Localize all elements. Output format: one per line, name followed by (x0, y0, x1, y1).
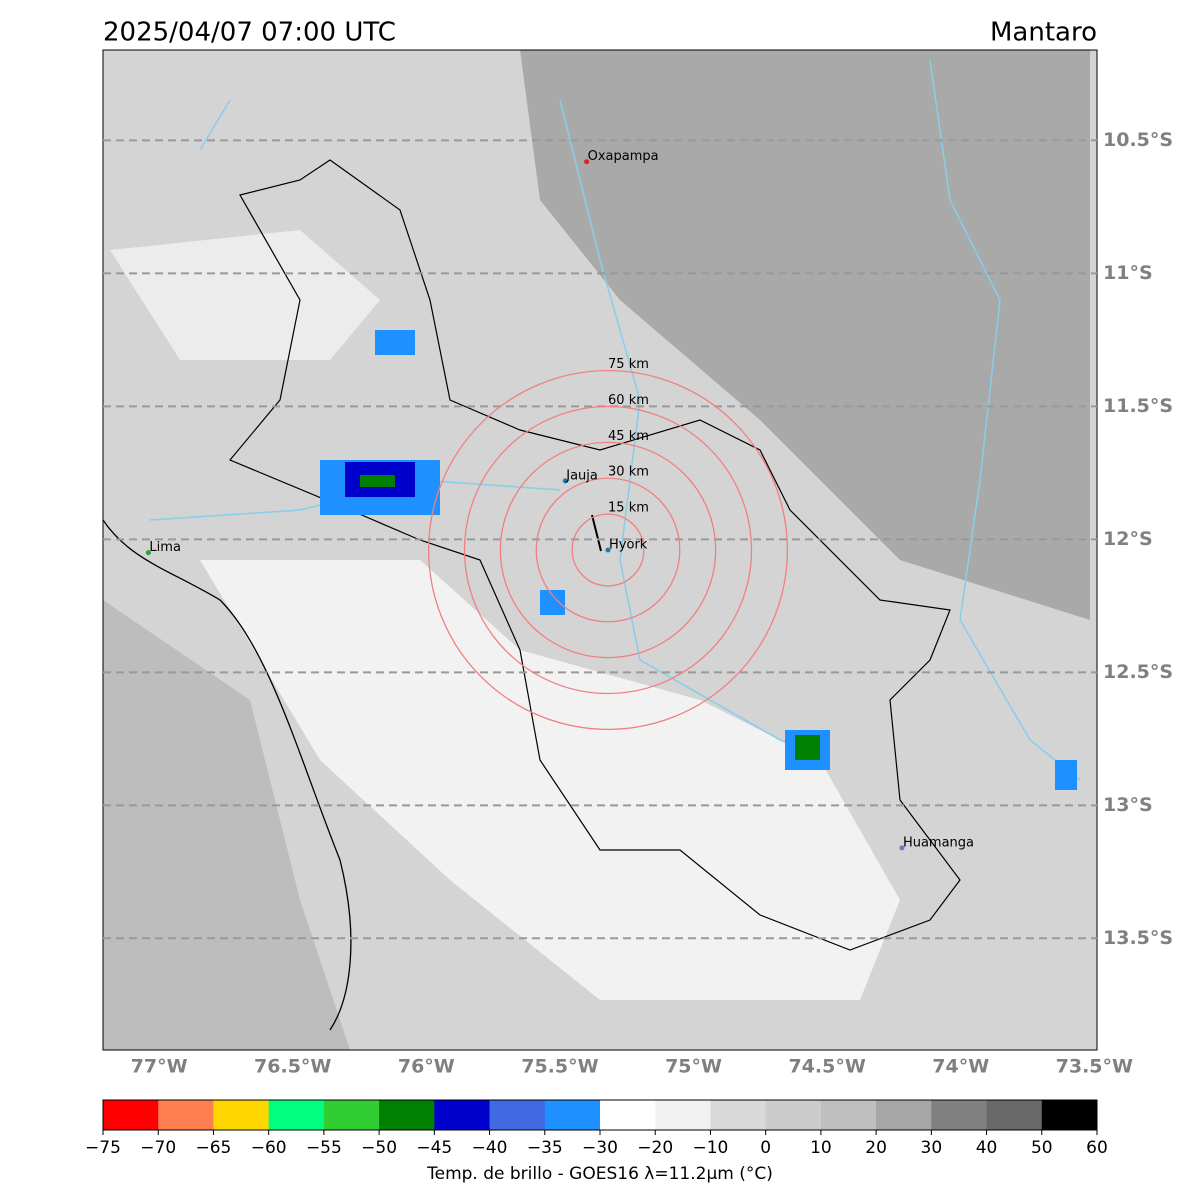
lon-tick-label: 75.5°W (521, 1056, 598, 1078)
city-label: Oxapampa (588, 149, 659, 164)
colorbar-bin (931, 1100, 988, 1130)
colorbar-bin (489, 1100, 546, 1130)
city-label: Lima (149, 540, 180, 555)
lon-tick-label: 73.5°W (1056, 1056, 1133, 1078)
range-ring-label: 60 km (608, 393, 649, 408)
lat-tick-label: 13°S (1103, 794, 1153, 816)
city-marker (562, 478, 568, 484)
range-ring (571, 513, 645, 587)
colorbar-bin (655, 1100, 711, 1130)
colorbar-bin (158, 1100, 214, 1130)
range-ring-label: 75 km (608, 357, 649, 372)
colorbar-tick-label: −45 (416, 1138, 452, 1158)
range-ring-label: 45 km (608, 429, 649, 444)
city-label: Huamanga (903, 835, 974, 850)
colorbar-tick-label: −50 (361, 1138, 397, 1158)
colorbar-bin (544, 1100, 601, 1130)
lon-tick-label: 76.5°W (254, 1056, 331, 1078)
colorbar-bin (710, 1100, 767, 1130)
range-ring (499, 441, 717, 659)
colorbar-tick-label: −20 (637, 1138, 673, 1158)
colorbar-bin (765, 1100, 822, 1130)
city-marker (584, 159, 590, 165)
colorbar-bin (1041, 1100, 1098, 1130)
colorbar-tick-label: −40 (472, 1138, 508, 1158)
range-ring-label: 30 km (608, 465, 649, 480)
colorbar-bin (600, 1100, 656, 1130)
map-background (102, 49, 1098, 1051)
colorbar-tick-label: −10 (692, 1138, 728, 1158)
colorbar-tick-label: −75 (85, 1138, 121, 1158)
title: 2025/04/07 07:00 UTC (103, 18, 396, 48)
colorbar-bin (876, 1100, 932, 1130)
colorbar-tick-label: 60 (1086, 1138, 1108, 1158)
colorbar-bin (213, 1100, 270, 1130)
colorbar-bin (379, 1100, 435, 1130)
lat-tick-label: 13.5°S (1103, 927, 1173, 949)
lon-tick-label: 74°W (932, 1056, 989, 1078)
colorbar-tick-label: 30 (921, 1138, 943, 1158)
colorbar-tick-label: −55 (306, 1138, 342, 1158)
colorbar-tick-label: 0 (760, 1138, 771, 1158)
colorbar-tick-label: −35 (527, 1138, 563, 1158)
colorbar-tick-label: 40 (976, 1138, 998, 1158)
colorbar-bin (323, 1100, 380, 1130)
colorbar-bin (268, 1100, 325, 1130)
lon-tick-label: 76°W (398, 1056, 455, 1078)
lon-tick-label: 75°W (665, 1056, 722, 1078)
colorbar-tick-label: 20 (865, 1138, 887, 1158)
colorbar-tick-label: −70 (140, 1138, 176, 1158)
range-ring-label: 15 km (608, 501, 649, 516)
colorbar-bin (434, 1100, 491, 1130)
range-ring (427, 369, 789, 731)
colorbar-tick-label: −30 (582, 1138, 618, 1158)
lat-tick-label: 10.5°S (1103, 129, 1173, 151)
colorbar-tick-label: 50 (1031, 1138, 1053, 1158)
city-label: Jauja (565, 468, 598, 483)
lat-tick-label: 12°S (1103, 528, 1153, 550)
lat-tick-label: 12.5°S (1103, 661, 1173, 683)
lat-tick-label: 11°S (1103, 262, 1153, 284)
city-marker (145, 550, 151, 556)
city-marker (605, 547, 611, 553)
colorbar-bin (986, 1100, 1043, 1130)
lon-tick-label: 74.5°W (788, 1056, 865, 1078)
range-ring (463, 405, 753, 695)
colorbar-bin (820, 1100, 877, 1130)
colorbar-tick-label: −65 (195, 1138, 231, 1158)
colorbar-label: Temp. de brillo - GOES16 λ=11.2μm (°C) (426, 1164, 773, 1184)
lon-tick-label: 77°W (131, 1056, 188, 1078)
city-label: Hyork (609, 538, 648, 553)
colorbar-tick-label: 10 (810, 1138, 832, 1158)
lat-tick-label: 11.5°S (1103, 395, 1173, 417)
range-ring (535, 477, 681, 623)
region-name: Mantaro (990, 18, 1097, 48)
colorbar-tick-label: −60 (251, 1138, 287, 1158)
city-marker (899, 845, 905, 851)
colorbar-bin (103, 1100, 159, 1130)
